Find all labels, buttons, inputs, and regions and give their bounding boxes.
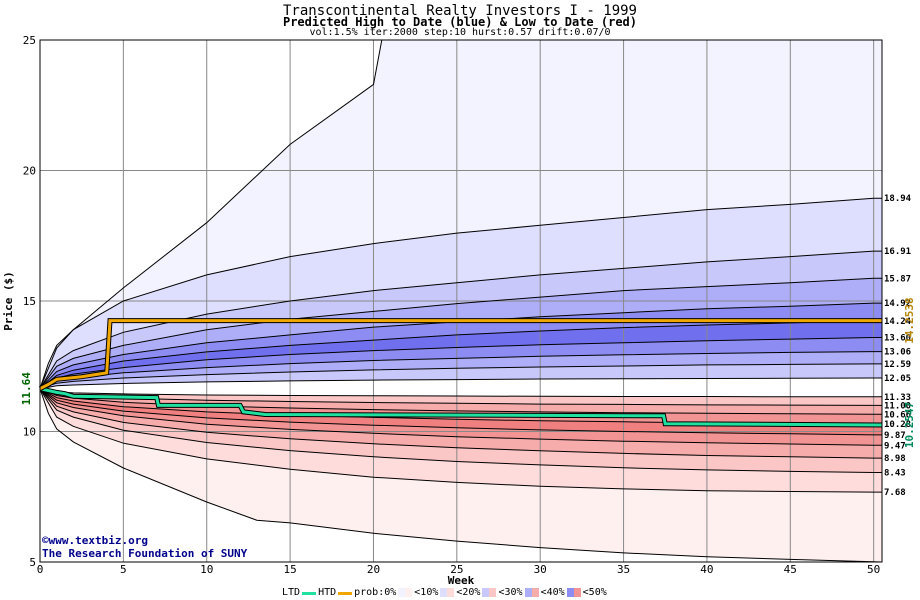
lower-band-0: [40, 388, 882, 406]
percentile-end-label: 7.68: [884, 488, 906, 498]
upper-band-0: [40, 40, 882, 389]
percentile-line: [39, 320, 882, 390]
percentile-end-label: 12.05: [884, 374, 911, 384]
x-tick-label: 15: [283, 563, 296, 576]
percentile-line: [39, 197, 882, 389]
percentile-end-label: 8.98: [884, 454, 906, 464]
percentile-line: [39, 302, 882, 390]
percentile-line: [39, 277, 882, 389]
legend-bin4-swatch: [566, 588, 581, 597]
lower-band-8: [40, 388, 882, 562]
legend-bin2-swatch: [482, 588, 497, 597]
percentile-line: [39, 388, 882, 436]
lower-band-7: [40, 388, 882, 493]
x-tick-label: 30: [534, 563, 547, 576]
htd-line: [39, 319, 882, 391]
upper-band-5: [40, 320, 882, 389]
y-tick-label: 20: [23, 165, 36, 178]
percentile-end-label: 10.66: [884, 410, 911, 420]
percentile-end-label: 9.87: [884, 431, 906, 441]
ltd-final-value: 10.2547: [903, 402, 916, 448]
percentile-line: [39, 388, 882, 398]
x-tick-label: 45: [784, 563, 797, 576]
credit-block: ©www.textbiz.org The Research Foundation…: [42, 534, 247, 560]
percentile-end-label: 15.87: [884, 274, 911, 284]
outer-lower-line: [39, 388, 883, 563]
upper-band-6: [40, 337, 882, 389]
legend-bin3-swatch: [524, 588, 539, 597]
percentile-line: [39, 377, 882, 390]
lower-band-5: [40, 388, 882, 459]
legend: LTD HTD prob:0% <10% <20% <30% <40% <50%: [282, 587, 607, 598]
percentile-end-label: 11.00: [884, 401, 911, 411]
chart-title: Transcontinental Realty Investors I - 19…: [282, 3, 637, 19]
percentile-end-label: 13.60: [884, 334, 911, 344]
percentile-end-label: 11.33: [884, 393, 911, 403]
upper-band-8: [40, 363, 882, 389]
percentile-line: [39, 388, 882, 446]
legend-bin0-swatch: [398, 588, 413, 597]
credit-org: The Research Foundation of SUNY: [42, 547, 248, 560]
upper-band-7: [40, 351, 882, 389]
percentile-end-label: 9.47: [884, 441, 906, 451]
x-tick-label: 5: [120, 563, 127, 576]
y-tick-label: 10: [23, 426, 36, 439]
percentile-line: [39, 388, 882, 459]
x-tick-label: 10: [200, 563, 213, 576]
plot-frame: [39, 39, 883, 563]
legend-bin1-swatch: [440, 588, 455, 597]
percentile-line: [39, 337, 882, 390]
legend-bin0-label: <10%: [414, 587, 439, 598]
legend-prob-label: prob:0%: [354, 587, 397, 598]
x-tick-label: 40: [700, 563, 713, 576]
x-axis-label: Week: [448, 574, 475, 587]
chart-subtitle: Predicted High to Date (blue) & Low to D…: [282, 15, 637, 29]
ltd-line: [39, 387, 883, 427]
percentile-end-label: 14.24: [884, 317, 912, 327]
y-tick-label: 25: [23, 34, 36, 47]
htd-final-value: 14.2538: [903, 297, 916, 343]
outer-upper-line: [39, 39, 882, 389]
legend-bin4-label: <50%: [582, 587, 607, 598]
y-tick-label: 5: [29, 556, 36, 569]
y-axis-label: Price ($): [2, 271, 15, 331]
percentile-line: [39, 388, 882, 493]
lower-band-4: [40, 388, 882, 446]
x-tick-label: 20: [367, 563, 380, 576]
lower-band-2: [40, 388, 882, 425]
y-tick-label: 15: [23, 295, 36, 308]
credit-url[interactable]: ©www.textbiz.org: [42, 534, 148, 547]
percentile-end-label: 13.06: [884, 348, 911, 358]
legend-htd-label: HTD: [318, 587, 337, 598]
percentile-end-label: 16.91: [884, 247, 911, 257]
x-tick-label: 50: [867, 563, 880, 576]
legend-ltd-swatch: [302, 591, 317, 595]
lower-band-1: [40, 388, 882, 415]
x-tick-label: 0: [37, 563, 44, 576]
lower-band-6: [40, 388, 882, 473]
x-tick-label: 35: [617, 563, 630, 576]
upper-band-1: [40, 198, 882, 389]
chart-parameters: vol:1.5% iter:2000 step:10 hurst:0.57 dr…: [309, 27, 611, 38]
percentile-end-label: 18.94: [884, 194, 912, 204]
percentile-end-label: 12.59: [884, 360, 911, 370]
legend-bin2-label: <30%: [498, 587, 523, 598]
percentile-line: [39, 250, 882, 389]
upper-band-2: [40, 251, 882, 389]
upper-band-4: [40, 303, 882, 389]
legend-bin1-label: <20%: [456, 587, 481, 598]
x-tick-label: 25: [450, 563, 463, 576]
legend-bin3-label: <40%: [540, 587, 565, 598]
percentile-line: [39, 363, 882, 390]
start-price-label: 11.64: [20, 372, 33, 405]
upper-band-3: [40, 278, 882, 389]
percentile-line: [39, 388, 882, 473]
percentile-end-label: 10.28: [884, 420, 911, 430]
legend-ltd-label: LTD: [282, 587, 301, 598]
percentile-end-label: 8.43: [884, 468, 906, 478]
legend-htd-swatch: [338, 591, 353, 595]
percentile-end-label: 14.92: [884, 299, 911, 309]
